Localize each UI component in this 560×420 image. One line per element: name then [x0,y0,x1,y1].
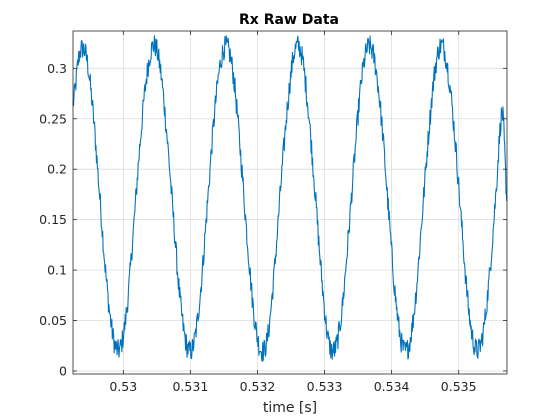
y-tick-label: 0.3 [47,61,67,76]
y-tick-label: 0.2 [47,162,67,177]
x-tick-label: 0.533 [307,379,343,394]
x-axis-label: time [s] [263,400,317,416]
x-tick-labels: 0.53 0.531 0.532 0.533 0.534 0.535 [109,379,476,394]
y-tick-label: 0.1 [47,263,67,278]
x-tick-label: 0.531 [172,379,208,394]
chart-title: Rx Raw Data [239,12,339,28]
series-layer [72,35,508,362]
y-tick-label: 0.15 [39,212,67,227]
x-tick-label: 0.53 [109,379,137,394]
axes-box [72,30,508,375]
x-tick-label: 0.532 [240,379,276,394]
ticks-layer [73,31,507,374]
series-line [72,35,508,362]
x-tick-label: 0.534 [374,379,410,394]
y-tick-label: 0 [59,363,67,378]
y-tick-label: 0.05 [39,313,67,328]
x-tick-label: 0.535 [441,379,477,394]
y-tick-label: 0.25 [39,111,67,126]
y-tick-labels: 0 0.05 0.1 0.15 0.2 0.25 0.3 [39,61,67,379]
